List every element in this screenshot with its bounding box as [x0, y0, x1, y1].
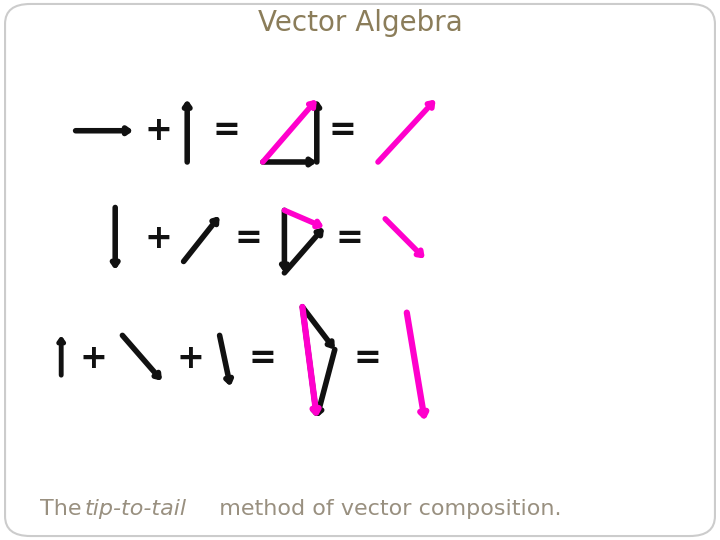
Text: =: =: [213, 114, 240, 147]
Text: +: +: [145, 114, 172, 147]
Text: =: =: [328, 114, 356, 147]
Text: =: =: [336, 222, 363, 255]
Text: method of vector composition.: method of vector composition.: [205, 499, 562, 519]
Text: +: +: [80, 342, 107, 375]
Text: tip-to-tail: tip-to-tail: [84, 499, 186, 519]
Text: The: The: [40, 499, 89, 519]
Text: +: +: [145, 222, 172, 255]
Text: Vector Algebra: Vector Algebra: [258, 9, 462, 37]
Text: =: =: [354, 342, 381, 375]
Text: =: =: [249, 342, 276, 375]
Text: =: =: [235, 222, 262, 255]
Text: +: +: [177, 342, 204, 375]
